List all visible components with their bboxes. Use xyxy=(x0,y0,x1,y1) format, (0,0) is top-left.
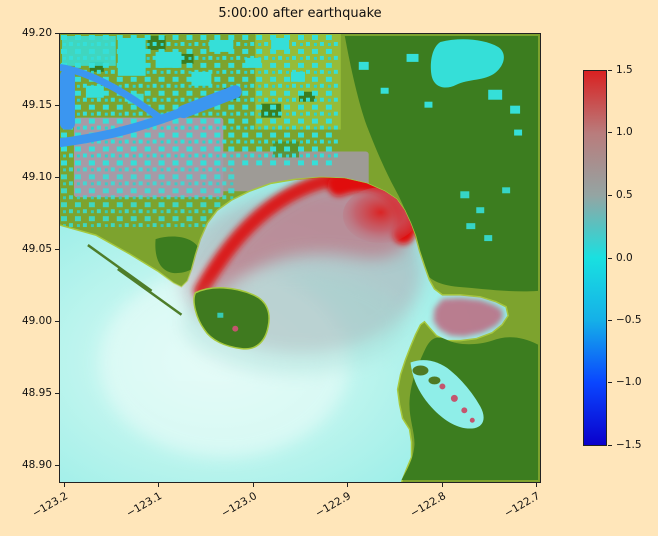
y-tick-label: 49.10 xyxy=(21,171,52,183)
y-tick: 49.15 xyxy=(6,97,59,113)
x-tick-label: −122.9 xyxy=(313,490,353,520)
colorbar-tick: 0.0 xyxy=(608,250,633,266)
colorbar xyxy=(583,70,607,446)
y-tick: 49.00 xyxy=(6,313,59,329)
colorbar-tick-label: −1.5 xyxy=(616,439,642,451)
y-tick-label: 49.00 xyxy=(21,315,52,327)
colorbar-tick-label: 0.5 xyxy=(616,189,633,201)
y-tick-label: 49.05 xyxy=(21,243,52,255)
colorbar-tick-label: 0.0 xyxy=(616,252,633,264)
colorbar-tick-label: 1.5 xyxy=(616,64,633,76)
y-tick: 48.95 xyxy=(6,385,59,401)
colorbar-tick: −1.5 xyxy=(608,437,642,453)
x-tick-label: −122.7 xyxy=(502,490,542,520)
map-axes xyxy=(59,33,541,483)
plot-title: 5:00:00 after earthquake xyxy=(218,6,382,21)
peninsula xyxy=(87,244,270,350)
x-tick-label: −122.8 xyxy=(408,490,448,520)
colorbar-tick: −1.0 xyxy=(608,374,642,390)
colorbar-tick-label: −1.0 xyxy=(616,376,642,388)
colorbar-gradient xyxy=(584,71,606,445)
southeast-land xyxy=(401,187,539,481)
colorbar-tick: 0.5 xyxy=(608,187,633,203)
y-tick: 48.90 xyxy=(6,457,59,473)
colorbar-tick: 1.5 xyxy=(608,62,633,78)
x-tick-label: −123.2 xyxy=(30,490,70,520)
x-tick-label: −123.1 xyxy=(124,490,164,520)
y-tick-label: 48.90 xyxy=(21,459,52,471)
x-tick-label: −123.0 xyxy=(219,490,259,520)
y-tick-label: 49.15 xyxy=(21,99,52,111)
y-tick-label: 48.95 xyxy=(21,387,52,399)
colorbar-tick-label: −0.5 xyxy=(616,314,642,326)
heatmap-image xyxy=(60,34,540,482)
y-tick: 49.20 xyxy=(6,25,59,41)
colorbar-tick-label: 1.0 xyxy=(616,126,633,138)
colorbar-tick: 1.0 xyxy=(608,124,633,140)
colorbar-tick: −0.5 xyxy=(608,312,642,328)
y-tick: 49.05 xyxy=(6,241,59,257)
river xyxy=(60,63,242,148)
y-tick-label: 49.20 xyxy=(21,27,52,39)
y-tick: 49.10 xyxy=(6,169,59,185)
